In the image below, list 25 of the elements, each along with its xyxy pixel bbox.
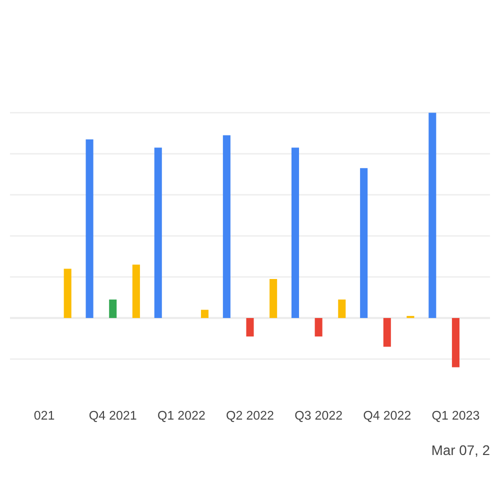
x-tick-label: Q1 2023 <box>432 410 480 422</box>
bar <box>314 318 322 336</box>
bar <box>246 318 254 336</box>
bar <box>222 135 230 318</box>
bar <box>383 318 391 347</box>
bar <box>360 168 368 318</box>
bar <box>154 148 162 318</box>
x-tick-label: Q4 2021 <box>89 410 136 422</box>
bar <box>86 139 94 318</box>
bar <box>428 112 436 318</box>
bar <box>132 264 140 318</box>
bar <box>338 300 346 318</box>
bar <box>406 316 414 318</box>
bar <box>452 318 460 368</box>
bar <box>64 268 72 318</box>
x-tick-label: Q3 2022 <box>295 410 342 422</box>
bar <box>200 310 209 318</box>
x-tick-label: Q2 2022 <box>226 410 274 422</box>
bar <box>291 148 300 318</box>
text: Mar 07, 2 <box>432 445 490 457</box>
bar <box>109 300 117 318</box>
x-tick-label: Q1 2022 <box>158 410 205 422</box>
bar <box>270 279 278 318</box>
x-tick-label: 021 <box>34 410 54 420</box>
x-tick-label: Q4 2022 <box>364 410 410 422</box>
